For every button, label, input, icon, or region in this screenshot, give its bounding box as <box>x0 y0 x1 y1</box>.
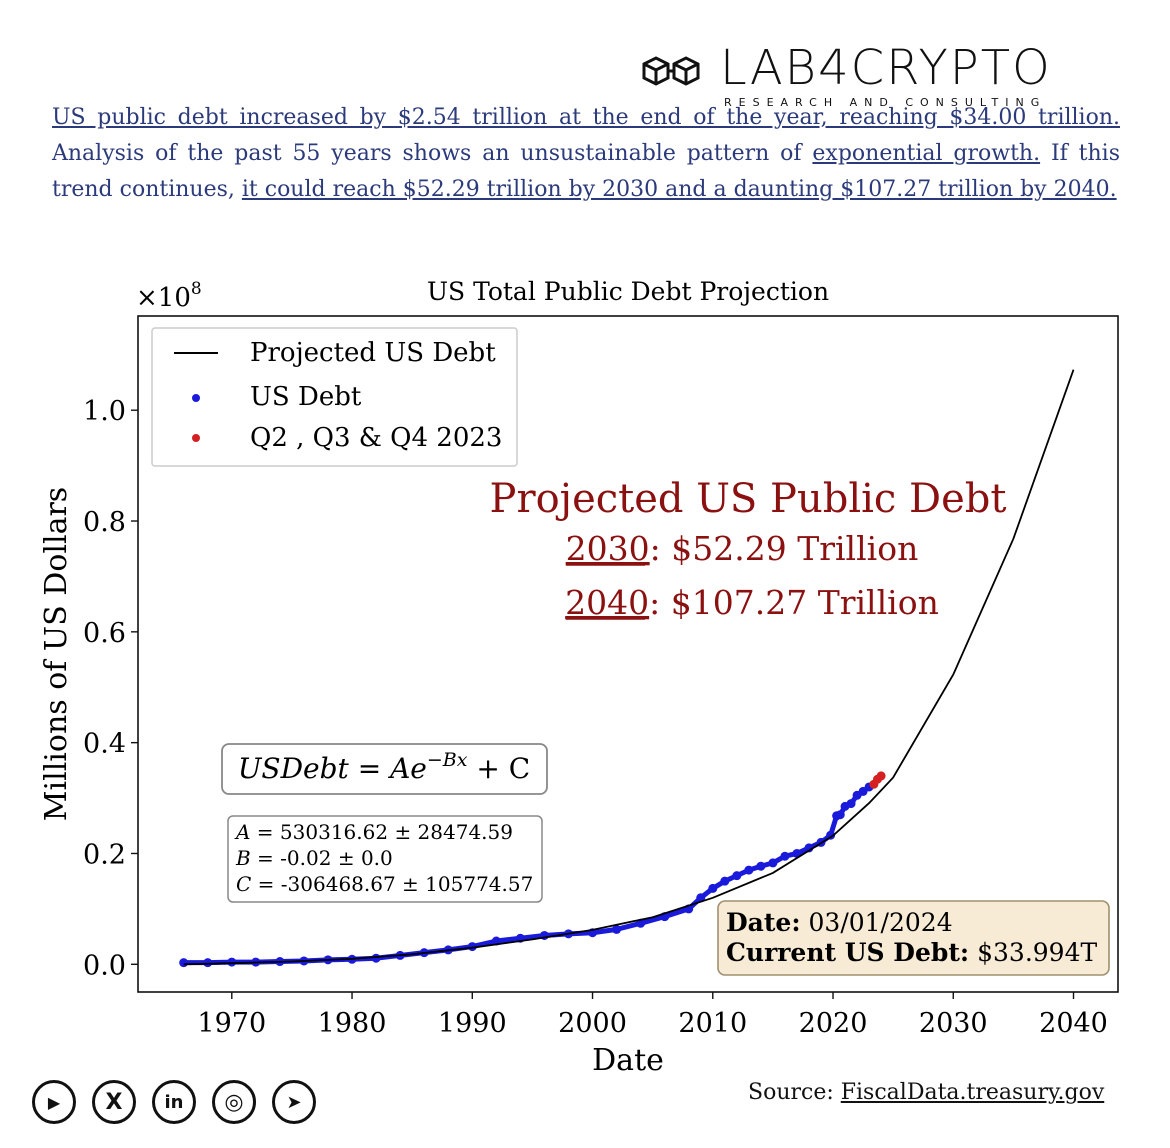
intro-text: Analysis of the past 55 years shows an u… <box>52 141 813 166</box>
linked-cubes-icon <box>642 56 700 86</box>
linkedin-icon[interactable]: in <box>152 1080 196 1124</box>
annotation-year-2040: 2040 <box>565 583 649 622</box>
y-multiplier: ×108 <box>136 279 202 313</box>
y-axis-label: Millions of US Dollars <box>39 487 74 821</box>
formula-tail: + C <box>467 752 530 785</box>
projected-debt-line <box>183 369 1075 966</box>
date-box-frame <box>717 900 1110 976</box>
param-a: A = 530316.62 ± 28474.59 <box>234 820 513 844</box>
brand-name: LAB4CRYPTO <box>720 40 1052 96</box>
intro-link-debt-increase[interactable]: US public debt increased by $2.54 trilli… <box>52 105 1120 130</box>
param-b: B = -0.02 ± 0.0 <box>235 846 393 870</box>
x-tick-label: 1970 <box>197 1008 266 1039</box>
legend-label-projected: Projected US Debt <box>250 338 496 368</box>
param-c-var: C <box>236 872 251 896</box>
y-multiplier-base: ×10 <box>136 283 191 313</box>
x-tick-label: 1990 <box>438 1008 507 1039</box>
legend: Projected US Debt US Debt Q2 , Q3 & Q4 2… <box>151 327 518 467</box>
annotation-year-2030: 2030 <box>566 529 650 568</box>
telegram-glyph: ➤ <box>286 1091 302 1113</box>
formula-eq: = <box>349 752 390 785</box>
y-tick-label: 0.4 <box>83 729 126 760</box>
linkedin-glyph: in <box>164 1091 184 1113</box>
debt-line: Current US Debt: $33.994T <box>726 938 1097 967</box>
brand-tagline: RESEARCH AND CONSULTING <box>724 96 1047 109</box>
x-tick-label: 1980 <box>318 1008 387 1039</box>
q2-q4-2023-point <box>876 771 886 781</box>
formula-base: Ae <box>387 752 427 785</box>
intro-paragraph: US public debt increased by $2.54 trilli… <box>52 100 1120 208</box>
y-tick-label: 0.6 <box>83 618 126 649</box>
y-tick-label: 0.2 <box>83 839 126 870</box>
intro-link-projection[interactable]: it could reach $52.29 trillion by 2030 a… <box>241 177 1117 202</box>
source-credit: Source: FiscalData.treasury.gov <box>748 1080 1104 1105</box>
x-tick-label: 2000 <box>558 1008 627 1039</box>
debt-projection-chart: US Total Public Debt Projection ×108 0.0… <box>39 277 1119 1078</box>
date-box: Date: 03/01/2024 Current US Debt: $33.99… <box>717 900 1110 976</box>
debt-value: $33.994T <box>969 938 1097 967</box>
formula-exp: −Bx <box>427 749 468 771</box>
projection-annotation: Projected US Public Debt 2030: $52.29 Tr… <box>490 476 1007 622</box>
intro-link-exponential-growth[interactable]: exponential growth. <box>812 141 1041 166</box>
date-label: Date: <box>726 908 801 937</box>
x-axis-label: Date <box>592 1043 664 1078</box>
params-box: A = 530316.62 ± 28474.59 B = -0.02 ± 0.0… <box>227 815 543 903</box>
instagram-glyph: ◎ <box>224 1089 244 1115</box>
x-tick-label: 2040 <box>1039 1008 1108 1039</box>
series-layer <box>179 369 1075 968</box>
legend-label-2023: Q2 , Q3 & Q4 2023 <box>250 423 502 453</box>
legend-box <box>151 327 518 467</box>
brand-header: LAB4CRYPTO RESEARCH AND CONSULTING <box>640 40 1080 110</box>
instagram-icon[interactable]: ◎ <box>212 1080 256 1124</box>
chart-title: US Total Public Debt Projection <box>427 277 829 306</box>
param-b-var: B <box>235 846 251 870</box>
youtube-glyph: ▶ <box>47 1092 61 1112</box>
annotation-value-2030: : $52.29 Trillion <box>650 529 919 568</box>
x-tick-label: 2010 <box>678 1008 747 1039</box>
param-b-text: = -0.02 ± 0.0 <box>251 846 393 870</box>
formula-text: USDebt = Ae−Bx + C <box>238 749 530 785</box>
annotation-value-2040: : $107.27 Trillion <box>649 583 939 622</box>
debt-label: Current US Debt: <box>726 938 969 967</box>
date-line: Date: 03/01/2024 <box>726 908 953 937</box>
param-a-text: = 530316.62 ± 28474.59 <box>250 820 513 844</box>
x-glyph: X <box>105 1089 123 1115</box>
date-value: 03/01/2024 <box>801 908 953 937</box>
annotation-line-2030: 2030: $52.29 Trillion <box>566 529 919 568</box>
y-multiplier-exp: 8 <box>191 279 202 299</box>
formula-box: USDebt = Ae−Bx + C <box>221 743 548 795</box>
x-tick-label: 2030 <box>919 1008 988 1039</box>
param-a-var: A <box>234 820 250 844</box>
telegram-icon[interactable]: ➤ <box>272 1080 316 1124</box>
plot-frame <box>137 315 1119 993</box>
param-c: C = -306468.67 ± 105774.57 <box>236 872 533 896</box>
annotation-heading: Projected US Public Debt <box>490 476 1007 522</box>
y-axis: 0.0 0.2 0.4 0.6 0.8 1.0 <box>83 396 138 981</box>
y-tick-label: 1.0 <box>83 396 126 427</box>
formula-frame <box>221 743 548 795</box>
x-twitter-icon[interactable]: X <box>92 1080 136 1124</box>
source-label: Source: <box>748 1080 841 1105</box>
legend-dot-us-debt <box>192 394 200 402</box>
legend-label-us-debt: US Debt <box>250 382 362 412</box>
y-tick-label: 0.8 <box>83 507 126 538</box>
param-c-text: = -306468.67 ± 105774.57 <box>251 872 533 896</box>
intro-text: If this trend continues, <box>52 141 1120 202</box>
y-tick-label: 0.0 <box>83 950 126 981</box>
x-tick-label: 2020 <box>799 1008 868 1039</box>
annotation-line-2040: 2040: $107.27 Trillion <box>565 583 939 622</box>
legend-dot-2023 <box>192 434 200 442</box>
source-link[interactable]: FiscalData.treasury.gov <box>840 1080 1105 1105</box>
x-axis: 1970 1980 1990 2000 2010 2020 2030 2040 <box>197 992 1108 1039</box>
params-frame <box>227 815 543 903</box>
formula-lhs: USDebt <box>238 752 350 785</box>
youtube-icon[interactable]: ▶ <box>32 1080 76 1124</box>
